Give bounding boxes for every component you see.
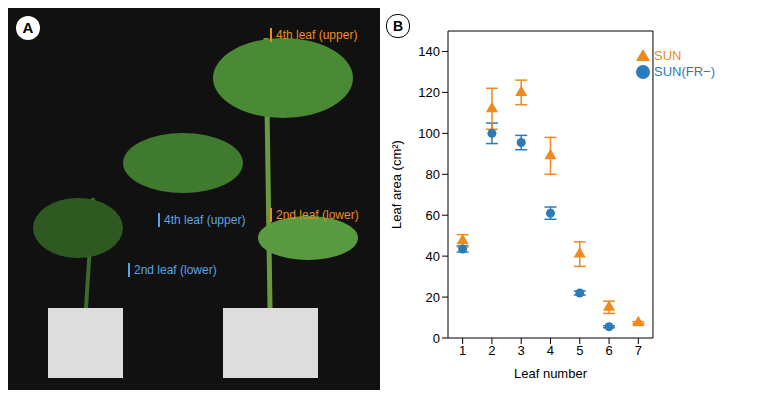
html-text:SUN(FR−): SUN(FR−): [654, 63, 715, 79]
svg-text:5: 5: [576, 343, 583, 358]
svg-text:2: 2: [488, 343, 495, 358]
svg-text:0: 0: [433, 331, 440, 346]
svg-text:120: 120: [418, 85, 440, 100]
html-text:B: B: [392, 18, 404, 34]
svg-text:6: 6: [605, 343, 612, 358]
html-text:4th leaf (upper): 4th leaf (upper): [164, 213, 246, 227]
svg-text:Leaf number: Leaf number: [514, 366, 588, 381]
svg-text:Leaf area (cm²): Leaf area (cm²): [389, 140, 404, 229]
svg-text:7: 7: [635, 343, 642, 358]
svg-text:1: 1: [459, 343, 466, 358]
svg-text:80: 80: [426, 167, 440, 182]
svg-text:3: 3: [518, 343, 525, 358]
svg-text:60: 60: [426, 208, 440, 223]
svg-text:140: 140: [418, 44, 440, 59]
html-text:SUN: SUN: [654, 48, 682, 63]
html-text:A: A: [22, 19, 34, 36]
svg-text:4: 4: [547, 343, 554, 358]
svg-text:40: 40: [426, 249, 440, 264]
html-text:2nd leaf (lower): 2nd leaf (lower): [134, 263, 217, 277]
html-text:2nd leaf (lower): 2nd leaf (lower): [276, 208, 359, 222]
svg-text:100: 100: [418, 126, 440, 141]
html-text:4th leaf (upper): 4th leaf (upper): [276, 28, 358, 42]
svg-text:20: 20: [426, 290, 440, 305]
